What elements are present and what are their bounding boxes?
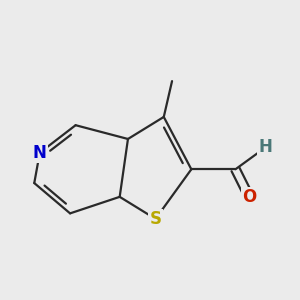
- Text: O: O: [242, 188, 256, 206]
- Text: H: H: [259, 138, 273, 156]
- Text: S: S: [149, 210, 161, 228]
- Text: N: N: [33, 144, 47, 162]
